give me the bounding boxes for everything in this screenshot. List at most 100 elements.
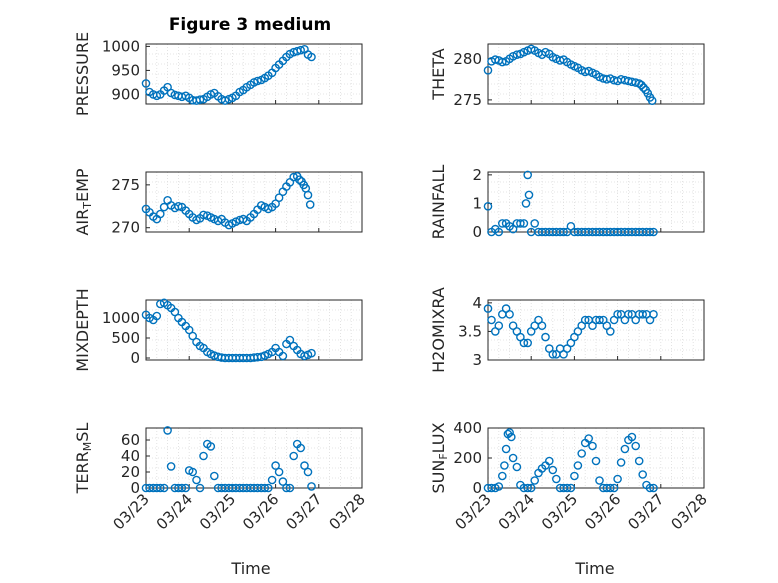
panel-mixdepth: 0 500 1000 MIXDEPTH bbox=[73, 288, 363, 372]
point-h2omixra bbox=[613, 309, 622, 319]
point-airtemp bbox=[305, 200, 315, 209]
ytick-label: 0 bbox=[130, 349, 140, 367]
ylabel-theta: THETA bbox=[429, 48, 448, 100]
point-terrmsl bbox=[199, 451, 208, 461]
xtick-label: 03/27 bbox=[282, 490, 325, 533]
point-h2omixra bbox=[523, 338, 533, 348]
point-terrmsl bbox=[260, 483, 270, 493]
panel-theta: 275 280 THETA bbox=[429, 43, 705, 109]
point-sunflux bbox=[638, 470, 648, 479]
point-sunflux bbox=[577, 449, 587, 458]
ytick-label: 0 bbox=[472, 223, 482, 241]
point-terrmsl bbox=[209, 471, 219, 481]
point-sunflux bbox=[508, 453, 518, 463]
xlabel-right: Time bbox=[574, 559, 614, 578]
point-rainfall bbox=[497, 219, 507, 228]
point-rainfall bbox=[521, 199, 531, 208]
ylabel-h2omixra: H2OMIXRA bbox=[429, 287, 448, 373]
point-terrmsl bbox=[159, 483, 169, 493]
point-terrmsl bbox=[271, 461, 280, 470]
point-h2omixra bbox=[537, 321, 547, 331]
ytick-label: 2 bbox=[472, 166, 482, 184]
ytick-label: 0 bbox=[130, 479, 140, 497]
point-rainfall bbox=[519, 219, 529, 228]
point-terrmsl bbox=[163, 426, 172, 435]
point-theta bbox=[643, 89, 653, 98]
panel-h2omixra: 3 3.5 4 H2OMIXRA bbox=[429, 287, 705, 373]
point-airtemp bbox=[295, 175, 304, 184]
point-sunflux bbox=[552, 474, 561, 484]
point-sunflux bbox=[620, 444, 630, 454]
panel-airtemp: 270 275 AIRTEMP bbox=[73, 168, 363, 237]
point-sunflux bbox=[591, 456, 601, 466]
point-sunflux bbox=[500, 461, 509, 470]
point-sunflux bbox=[497, 471, 507, 481]
point-sunflux bbox=[570, 471, 579, 481]
point-terrmsl bbox=[296, 443, 306, 453]
point-pressure bbox=[307, 52, 316, 62]
point-terrmsl bbox=[303, 467, 313, 477]
point-theta bbox=[647, 96, 657, 105]
point-sunflux bbox=[634, 456, 644, 466]
point-rainfall bbox=[523, 170, 533, 180]
point-rainfall bbox=[645, 227, 655, 237]
ytick-label: 60 bbox=[121, 431, 140, 449]
xtick-label: 03/25 bbox=[538, 490, 581, 533]
point-h2omixra bbox=[541, 332, 550, 342]
axes-border-pressure bbox=[145, 43, 363, 105]
point-rainfall bbox=[524, 190, 534, 200]
point-terrmsl bbox=[166, 462, 176, 471]
ylabel-airtemp: AIRTEMP bbox=[73, 168, 94, 235]
point-terrmsl bbox=[195, 483, 205, 493]
ytick-label: 500 bbox=[111, 329, 140, 347]
xtick-label: 03/28 bbox=[326, 490, 369, 533]
point-terrmsl bbox=[155, 483, 165, 493]
ytick-label: 1000 bbox=[102, 309, 140, 327]
point-terrmsl bbox=[285, 483, 295, 493]
point-airtemp bbox=[303, 190, 313, 200]
ytick-label: 20 bbox=[121, 463, 140, 481]
xtick-label: 03/25 bbox=[196, 490, 239, 533]
point-terrmsl bbox=[307, 482, 316, 491]
ylabel-rainfall: RAINFALL bbox=[429, 165, 448, 240]
panel-rainfall: 0 1 2 RAINFALL bbox=[429, 165, 705, 241]
ytick-label: 950 bbox=[111, 61, 140, 79]
point-h2omixra bbox=[494, 321, 504, 331]
point-rainfall bbox=[508, 224, 518, 234]
ylabel-mixdepth: MIXDEPTH bbox=[73, 288, 92, 371]
point-h2omixra bbox=[519, 338, 529, 348]
point-sunflux bbox=[526, 483, 536, 493]
point-rainfall bbox=[516, 219, 525, 228]
xtick-label: 03/28 bbox=[668, 490, 711, 533]
point-h2omixra bbox=[508, 321, 518, 331]
point-mixdepth bbox=[285, 335, 295, 345]
point-sunflux bbox=[494, 482, 504, 491]
point-mixdepth bbox=[188, 331, 197, 341]
point-mixdepth bbox=[307, 348, 316, 358]
point-sunflux bbox=[609, 483, 619, 493]
xtick-label: 03/24 bbox=[495, 490, 538, 533]
point-terrmsl bbox=[181, 483, 190, 493]
axes-border-h2omixra bbox=[487, 299, 705, 361]
point-airtemp bbox=[155, 209, 165, 219]
ylabel-pressure: PRESSURE bbox=[73, 32, 92, 116]
point-h2omixra bbox=[562, 344, 572, 353]
panel-pressure: 900 950 1000 PRESSURE bbox=[73, 32, 363, 116]
point-sunflux bbox=[613, 474, 622, 484]
ytick-label: 275 bbox=[111, 176, 140, 194]
point-pressure bbox=[141, 79, 151, 88]
point-sunflux bbox=[627, 432, 637, 442]
point-h2omixra bbox=[580, 315, 590, 325]
point-h2omixra bbox=[624, 309, 633, 319]
point-h2omixra bbox=[595, 315, 604, 325]
point-terrmsl bbox=[177, 483, 187, 493]
point-h2omixra bbox=[649, 309, 658, 319]
point-terrmsl bbox=[263, 483, 273, 493]
ytick-label: 900 bbox=[111, 85, 140, 103]
point-sunflux bbox=[501, 444, 511, 454]
point-mixdepth bbox=[152, 311, 162, 321]
xtick-label: 03/27 bbox=[624, 490, 667, 533]
point-rainfall bbox=[494, 227, 504, 237]
point-theta bbox=[497, 57, 507, 67]
